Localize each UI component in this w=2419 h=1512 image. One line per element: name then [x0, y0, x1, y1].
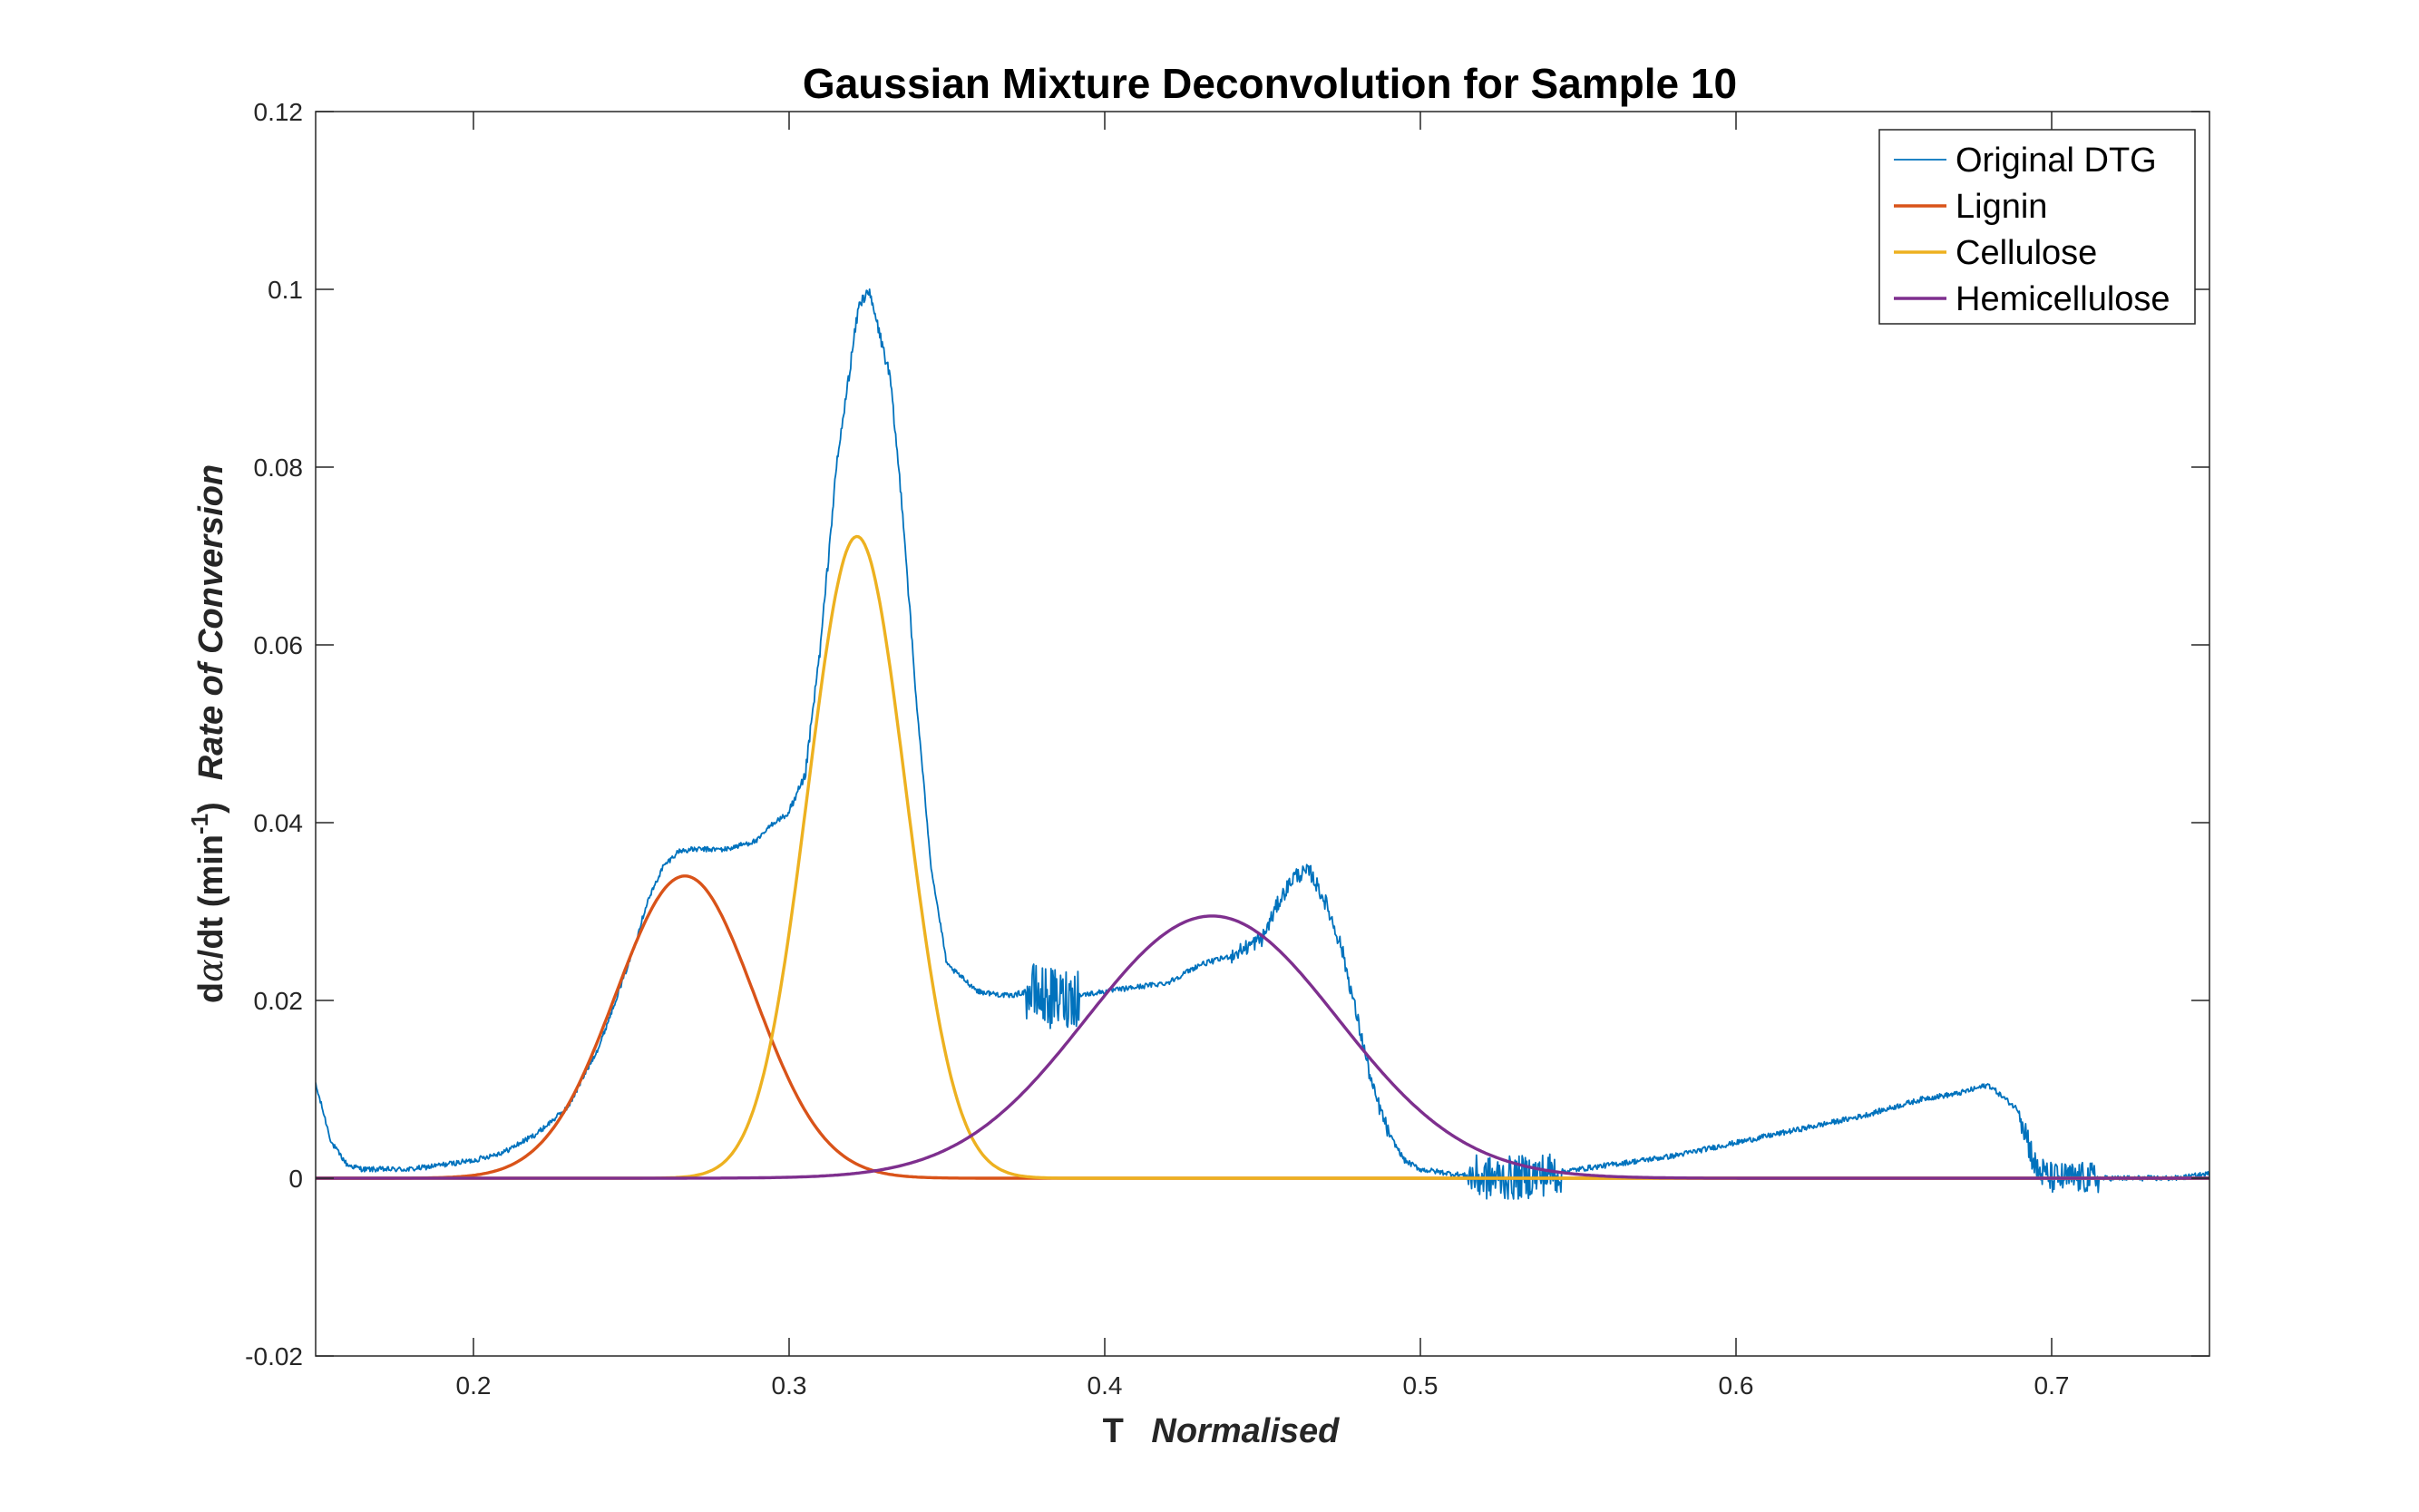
y-axis-label-prefix: d — [192, 982, 230, 1003]
x-tick-label: 0.6 — [1719, 1371, 1754, 1400]
y-tick-label: 0 — [288, 1165, 303, 1193]
x-axis-label: T Normalised — [1103, 1412, 1341, 1450]
y-tick-label: -0.02 — [245, 1342, 303, 1371]
y-tick-label: 0.12 — [254, 98, 304, 126]
y-axis-label: dα/dt (min-1) Rate of Conversion — [186, 464, 230, 1003]
legend-label: Lignin — [1956, 188, 2047, 226]
x-axis-label-main: T — [1103, 1412, 1124, 1450]
series-line-hemicellulose — [316, 914, 2209, 1180]
y-tick-label: 0.1 — [268, 276, 303, 304]
legend: Original DTG Lignin Cellulose Hemicellulose — [1878, 129, 2196, 325]
y-axis-label-alpha: α — [190, 959, 230, 982]
series-layer — [316, 288, 2209, 1200]
legend-label: Cellulose — [1956, 234, 2097, 272]
x-tick-label: 0.2 — [456, 1371, 492, 1400]
y-tick-label: 0.04 — [254, 809, 304, 837]
y-tick-label: 0.02 — [254, 987, 304, 1015]
y-axis-label-exponent: -1 — [186, 814, 213, 834]
legend-label: Original DTG — [1956, 141, 2157, 180]
legend-label: Hemicellulose — [1956, 280, 2170, 318]
y-tick-label: 0.06 — [254, 631, 304, 659]
y-axis-label-italic: Rate of Conversion — [192, 464, 230, 780]
x-tick-label: 0.7 — [2034, 1371, 2070, 1400]
y-axis-label-suffix: ) — [192, 802, 230, 814]
axis-ticks: 0.2 0.3 0.4 0.5 0.6 0.7 -0.02 0 0.02 0.04 0.06 0.08… — [245, 98, 2209, 1400]
legend-box — [1878, 129, 2196, 325]
axes-box — [315, 111, 2210, 1357]
x-axis-label-italic: Normalised — [1151, 1412, 1340, 1450]
y-axis-label-mid: /dt (min — [192, 834, 230, 959]
chart-title: Gaussian Mixture Deconvolution for Sampl… — [803, 60, 1737, 107]
x-tick-label: 0.5 — [1403, 1371, 1439, 1400]
y-tick-label: 0.08 — [254, 454, 304, 482]
x-tick-label: 0.3 — [772, 1371, 807, 1400]
x-tick-label: 0.4 — [1088, 1371, 1123, 1400]
